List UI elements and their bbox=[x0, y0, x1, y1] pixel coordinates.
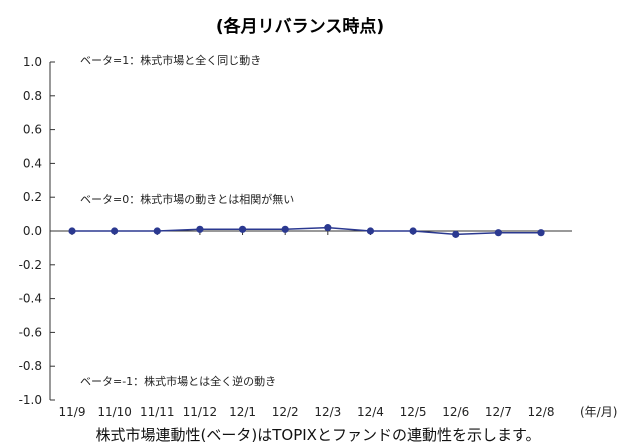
x-tick-label: 11/11 bbox=[140, 405, 175, 419]
y-tick-label: -0.2 bbox=[19, 258, 42, 272]
x-tick-label: 11/12 bbox=[183, 405, 218, 419]
data-point bbox=[366, 227, 375, 235]
y-tick-label: -0.6 bbox=[19, 325, 42, 339]
data-point bbox=[238, 225, 247, 233]
data-point bbox=[153, 227, 161, 235]
chart-caption: 株式市場連動性(ベータ)はTOPIXとファンドの連動性を示します。 bbox=[96, 426, 541, 444]
annotation-beta-0: ベータ=0：株式市場の動きとは相関が無い bbox=[80, 192, 294, 206]
x-tick-label: 12/2 bbox=[272, 405, 299, 419]
annotation-beta-minus-1: ベータ=-1：株式市場とは全く逆の動き bbox=[80, 374, 276, 388]
x-axis-ticks: 11/9 11/10 11/11 11/12 12/1 12/2 12/3 12/4 12/5 1… bbox=[59, 231, 555, 419]
x-axis-unit: (年/月) bbox=[580, 405, 617, 419]
series-group bbox=[68, 224, 545, 238]
y-tick-label: 0.2 bbox=[23, 190, 42, 204]
data-point bbox=[324, 224, 332, 232]
annotation-beta-1: ベータ=1：株式市場と全く同じ動き bbox=[80, 53, 261, 67]
series-line bbox=[72, 226, 541, 236]
data-point bbox=[409, 227, 417, 235]
data-point bbox=[68, 227, 76, 235]
x-tick-label: 11/9 bbox=[59, 405, 86, 419]
x-tick-label: 11/10 bbox=[97, 405, 132, 419]
data-point bbox=[452, 230, 460, 238]
y-tick-label: 0.0 bbox=[23, 224, 42, 238]
y-axis-ticks: 1.0 0.8 0.6 0.4 0.2 0.0 -0.2 -0.4 -0.6 -0.8 -1.0 bbox=[19, 55, 55, 407]
data-point bbox=[537, 229, 545, 237]
y-tick-label: 0.6 bbox=[23, 123, 42, 137]
y-tick-label: -0.4 bbox=[19, 292, 42, 306]
y-tick-label: 0.4 bbox=[23, 156, 42, 170]
x-tick-label: 12/1 bbox=[229, 405, 256, 419]
x-tick-label: 12/8 bbox=[528, 405, 555, 419]
x-tick-label: 12/4 bbox=[357, 405, 384, 419]
y-tick-label: 0.8 bbox=[23, 89, 42, 103]
data-point bbox=[196, 225, 204, 233]
data-point bbox=[281, 225, 289, 233]
x-tick-label: 12/5 bbox=[400, 405, 427, 419]
x-tick-label: 12/6 bbox=[442, 405, 469, 419]
chart-title: (各月リバランス時点) bbox=[216, 16, 384, 37]
y-tick-label: -0.8 bbox=[19, 359, 42, 373]
x-tick-label: 12/7 bbox=[485, 405, 512, 419]
y-tick-label: 1.0 bbox=[23, 55, 42, 69]
data-point bbox=[494, 229, 502, 237]
data-point bbox=[111, 227, 119, 235]
y-tick-label: -1.0 bbox=[19, 393, 42, 407]
x-tick-label: 12/3 bbox=[314, 405, 341, 419]
